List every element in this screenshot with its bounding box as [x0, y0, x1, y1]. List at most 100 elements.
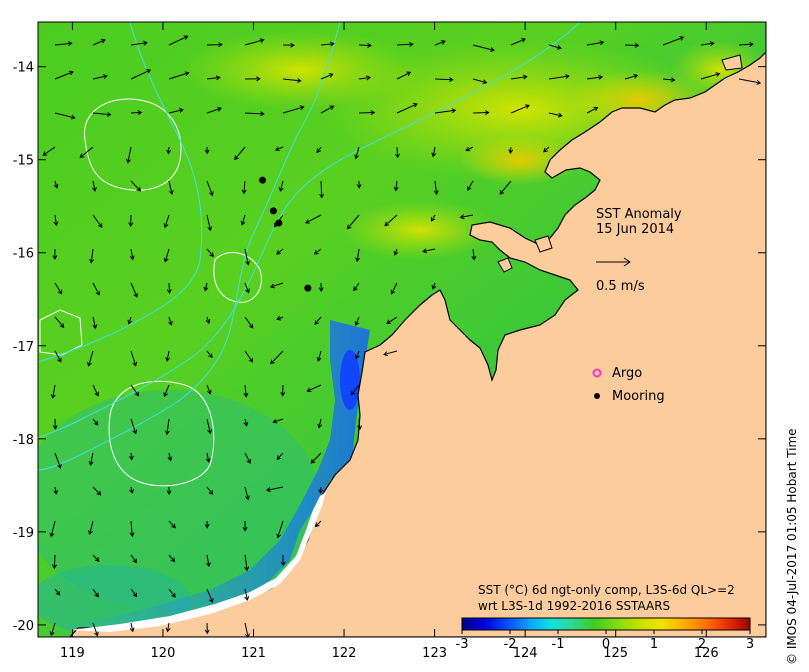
current-vector	[164, 248, 170, 262]
current-vector-head	[208, 353, 213, 359]
current-vector	[54, 316, 65, 328]
current-vector	[314, 248, 322, 255]
current-vector-head	[310, 459, 316, 464]
current-vector	[318, 418, 322, 428]
current-vector-head	[171, 523, 176, 529]
current-vector-head	[132, 558, 137, 564]
current-vector-head	[133, 292, 138, 298]
current-vector	[465, 146, 474, 151]
current-vector	[586, 107, 598, 114]
current-vector	[206, 76, 220, 80]
current-vector	[384, 214, 398, 226]
current-vector	[130, 42, 147, 46]
current-vector-head	[260, 111, 265, 117]
current-vector	[50, 622, 56, 636]
current-vector	[168, 588, 176, 598]
current-vector-head	[386, 319, 391, 324]
current-vector	[431, 214, 436, 222]
current-vector	[92, 180, 96, 192]
argo-marker-icon	[592, 368, 602, 378]
current-vector-head	[393, 186, 399, 192]
current-vector	[54, 71, 74, 80]
current-vector	[586, 41, 604, 46]
current-vector	[79, 146, 94, 158]
current-vector-head	[106, 111, 112, 117]
current-vector-head	[409, 41, 414, 47]
current-vector-head	[317, 423, 323, 429]
current-vector	[383, 350, 398, 356]
current-vector	[54, 42, 72, 46]
colorbar-tick-label: -2	[504, 637, 517, 652]
current-vector	[396, 43, 413, 46]
current-vector-head	[313, 249, 319, 255]
current-vector	[355, 350, 360, 359]
current-vector-head	[709, 41, 715, 47]
current-vector-head	[248, 323, 254, 329]
map-title-line2: 15 Jun 2014	[596, 222, 674, 237]
current-vector-head	[244, 566, 250, 572]
current-vector	[319, 486, 322, 494]
current-vector	[130, 384, 139, 396]
island	[721, 54, 743, 71]
current-vector-head	[245, 260, 251, 266]
current-vector-head	[204, 149, 210, 155]
current-vector-head	[240, 220, 246, 226]
current-vector	[434, 180, 438, 195]
current-vector-head	[243, 392, 249, 398]
current-vector	[168, 554, 175, 562]
current-vector	[206, 418, 211, 434]
current-vector	[460, 214, 474, 218]
current-vector	[168, 452, 172, 461]
current-vector	[358, 418, 361, 430]
current-vector-head	[499, 189, 505, 195]
current-vector-head	[467, 186, 472, 191]
legend-argo: Argo	[592, 366, 642, 381]
current-vector	[432, 282, 436, 290]
current-vector-head	[95, 290, 101, 296]
current-vector	[54, 214, 57, 226]
current-vector-head	[88, 530, 93, 536]
current-vector	[166, 350, 170, 362]
current-vector-head	[367, 42, 372, 48]
current-vector	[548, 44, 561, 49]
current-vector-head	[355, 354, 360, 360]
mooring-marker	[259, 176, 267, 184]
current-vector-head	[67, 41, 73, 47]
current-vector	[244, 588, 248, 601]
current-vector-head	[42, 151, 48, 156]
current-vector	[54, 452, 61, 468]
current-vector-head	[248, 357, 254, 363]
current-vector-head	[524, 104, 530, 109]
current-vector-head	[394, 153, 400, 159]
current-vector-head	[451, 108, 457, 114]
current-vector	[92, 214, 103, 228]
current-vector	[206, 486, 213, 495]
current-vector	[422, 248, 436, 252]
current-vector	[700, 42, 714, 46]
current-vector	[396, 146, 399, 158]
current-vector-head	[242, 526, 248, 532]
current-vector	[92, 112, 111, 116]
current-vector	[206, 350, 213, 358]
current-vector	[624, 74, 638, 80]
cool-anomaly-patch	[38, 390, 320, 610]
current-vector-head	[136, 186, 142, 192]
current-vector	[92, 39, 106, 46]
mooring-marker-icon	[594, 393, 600, 399]
current-vector	[168, 72, 189, 80]
vector-scale-label: 0.5 m/s	[596, 279, 645, 294]
current-vector	[130, 486, 133, 494]
current-vector-head	[390, 289, 396, 295]
current-vector	[472, 44, 495, 51]
x-axis: 119 120 121 122 123 124 125 126	[60, 22, 719, 661]
current-vector	[738, 78, 761, 84]
current-vector-head	[276, 533, 282, 539]
current-vector-head	[459, 214, 465, 220]
current-vector-head	[244, 595, 250, 601]
current-vector-head	[68, 70, 74, 76]
current-vector-head	[484, 110, 490, 116]
current-vector-head	[165, 627, 171, 633]
current-vector	[282, 106, 304, 114]
current-vector-head	[146, 69, 152, 74]
current-vector	[92, 316, 97, 329]
